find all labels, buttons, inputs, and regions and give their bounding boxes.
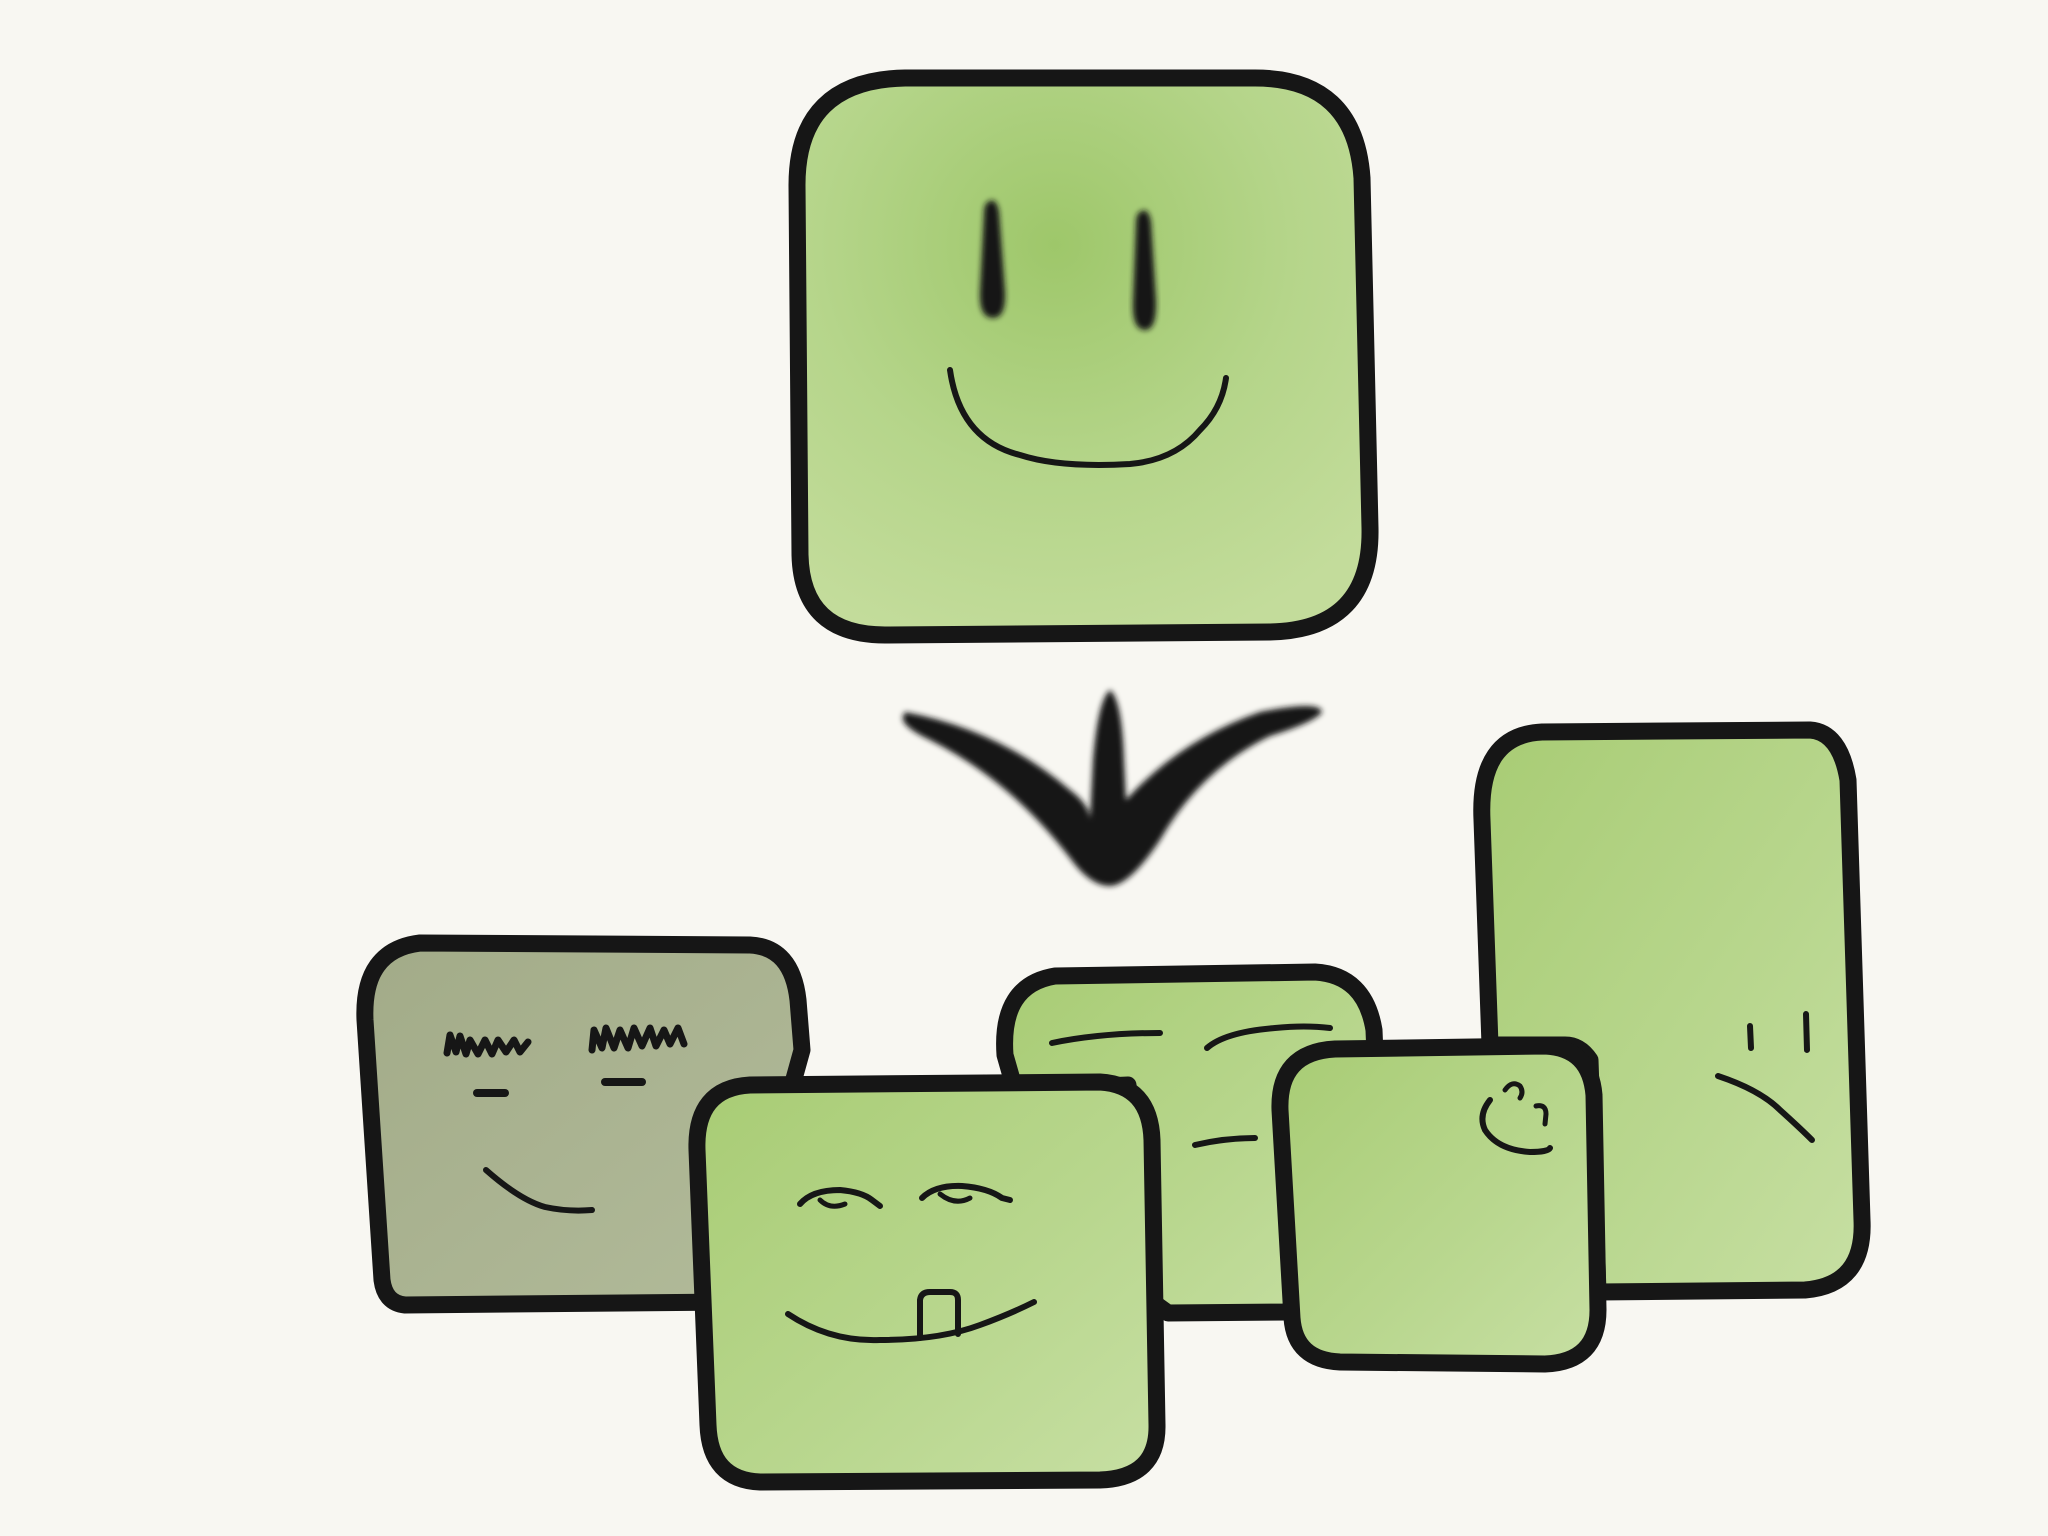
wide-face-left-line <box>1049 1030 1163 1046</box>
buck-face-right-lid <box>937 1191 973 1204</box>
grumpy-face-left-brow <box>443 1031 532 1058</box>
split-arrow-shape <box>902 690 1322 886</box>
grumpy-face-right-brow <box>588 1024 688 1054</box>
happy-face-body <box>788 69 1379 644</box>
happy-face-smile <box>947 367 1229 468</box>
split-arrow-icon <box>902 690 1322 886</box>
buck-face-body <box>688 1073 1166 1491</box>
buck-face-tooth <box>917 1289 961 1341</box>
tall-face-right-eye <box>1803 1011 1810 1053</box>
wide-face-right-line <box>1204 1023 1333 1051</box>
buck-face-left-eye <box>797 1186 883 1209</box>
small-face-mouth <box>1479 1097 1553 1156</box>
buck-tooth-face <box>688 1073 1166 1491</box>
happy-square-face <box>788 69 1379 644</box>
buck-face-right-eye <box>919 1182 1013 1203</box>
small-face-body <box>1271 1037 1607 1373</box>
small-face-eye <box>1502 1081 1525 1101</box>
tall-face-mouth <box>1715 1073 1815 1143</box>
happy-face-left-eye <box>979 200 1006 318</box>
happy-face-right-eye <box>1132 210 1157 330</box>
grumpy-face-mouth <box>483 1167 595 1214</box>
tall-face-left-eye <box>1747 1023 1754 1051</box>
buck-face-left-lid <box>817 1197 848 1209</box>
wide-face-mouth-line <box>1192 1135 1258 1148</box>
buck-face-grin <box>785 1299 1037 1344</box>
small-side-face <box>1271 1037 1607 1373</box>
small-face-cheek <box>1533 1103 1549 1127</box>
